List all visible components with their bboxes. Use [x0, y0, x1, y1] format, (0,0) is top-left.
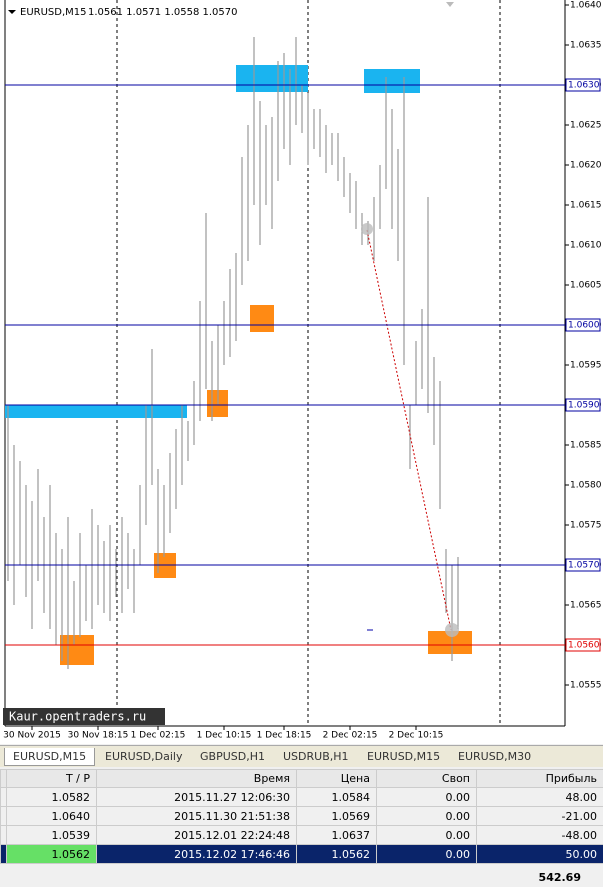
- x-tick-label: 1 Dec 02:15: [131, 731, 186, 741]
- cell: 2015.12.02 17:46:46: [96, 844, 297, 864]
- level-label-box: [565, 78, 601, 92]
- cell: 2015.12.01 22:24:48: [96, 825, 297, 845]
- level-label: 1.0630: [568, 81, 600, 91]
- x-tick-label: 30 Nov 18:15: [68, 731, 129, 741]
- trade-table: Т / РВремяЦенаСвопПрибыль21.05822015.11.…: [0, 769, 603, 864]
- supply-zone: [236, 65, 308, 92]
- x-tick-label: 1 Dec 18:15: [257, 731, 312, 741]
- level-label-box: [565, 558, 601, 572]
- y-tick-label: 1.0620: [570, 161, 602, 171]
- cell: 0.00: [376, 844, 477, 864]
- y-tick-label: 1.0625: [570, 121, 602, 131]
- x-tick-label: 1 Dec 10:15: [197, 731, 252, 741]
- total-bar: 542.69: [0, 868, 603, 887]
- trade-line: [366, 229, 452, 631]
- header-cell[interactable]: Время: [96, 769, 297, 788]
- level-label: 1.0560: [568, 641, 600, 651]
- chart-tab[interactable]: GBPUSD,H1: [200, 750, 265, 763]
- symbol-title: EURUSD,M15: [20, 7, 86, 18]
- watermark: Kaur.opentraders.ru: [9, 710, 146, 724]
- header-cell[interactable]: Своп: [376, 769, 477, 788]
- cell: 1.0539: [6, 825, 97, 845]
- y-tick-label: 1.0610: [570, 241, 602, 251]
- level-label: 1.0570: [568, 561, 600, 571]
- chart-tab[interactable]: EURUSD,M15: [367, 750, 441, 763]
- header-cell[interactable]: Прибыль: [476, 769, 603, 788]
- y-tick-label: 1.0555: [570, 681, 602, 691]
- y-tick-label: 1.0585: [570, 441, 602, 451]
- cell: 1.0569: [296, 806, 377, 826]
- cell: 0.00: [376, 787, 477, 807]
- y-tick-label: 1.0635: [570, 41, 602, 51]
- level-label-box: [565, 398, 601, 412]
- chart-tab[interactable]: EURUSD,M30: [458, 750, 532, 763]
- cell: 50.00: [476, 844, 603, 864]
- cell: 1.0637: [296, 825, 377, 845]
- chart-tabs: EURUSD,M15 EURUSD,Daily GBPUSD,H1 USDRUB,H1…: [0, 745, 603, 767]
- demand-zone: [60, 635, 94, 665]
- cell: 1.0640: [6, 806, 97, 826]
- x-tick-label: 30 Nov 2015: [3, 731, 61, 741]
- y-tick-label: 1.0595: [570, 361, 602, 371]
- header-cell[interactable]: Т / Р: [6, 769, 97, 788]
- y-tick-label: 1.0580: [570, 481, 602, 491]
- watermark-bg: [3, 708, 165, 725]
- supply-zone: [364, 69, 420, 93]
- supply-zone: [5, 405, 187, 418]
- cell: -48.00: [476, 825, 603, 845]
- cell: 0.00: [376, 825, 477, 845]
- cell: -21.00: [476, 806, 603, 826]
- y-tick-label: 1.0605: [570, 281, 602, 291]
- demand-zone: [428, 631, 472, 654]
- ohlc-text: 1.0561 1.0571 1.0558 1.0570: [88, 7, 238, 18]
- x-tick-label: 2 Dec 02:15: [323, 731, 378, 741]
- cell: 1.0582: [6, 787, 97, 807]
- y-tick-label: 1.0575: [570, 521, 602, 531]
- cell: 48.00: [476, 787, 603, 807]
- cell: 2015.11.30 21:51:38: [96, 806, 297, 826]
- chart: EURUSD,M15 1.0561 1.0571 1.0558 1.0570 K…: [0, 0, 603, 744]
- x-tick-label: 2 Dec 10:15: [389, 731, 444, 741]
- y-tick-label: 1.0615: [570, 201, 602, 211]
- trade-open-marker[interactable]: [361, 223, 373, 235]
- chart-tab[interactable]: EURUSD,M15: [4, 748, 96, 766]
- level-label-box: [565, 318, 601, 332]
- cell: 1.0562: [296, 844, 377, 864]
- chart-tab[interactable]: EURUSD,Daily: [105, 750, 183, 763]
- level-label: 1.0590: [568, 401, 600, 411]
- header-cell[interactable]: Цена: [296, 769, 377, 788]
- cell: 1.0584: [296, 787, 377, 807]
- menu-arrow: [8, 10, 16, 14]
- cell: 1.0562: [6, 844, 97, 864]
- level-label-box: [565, 638, 601, 652]
- demand-zone: [250, 305, 274, 332]
- total: 542.69: [538, 871, 581, 884]
- table-header: Т / Р Время Цена Своп Прибыль: [0, 769, 603, 788]
- cell: 0.00: [376, 806, 477, 826]
- level-label: 1.0600: [568, 321, 600, 331]
- y-tick-label: 1.0565: [570, 601, 602, 611]
- y-tick-label: 1.0640: [570, 1, 602, 11]
- shift-marker: [446, 2, 454, 7]
- trade-close-marker[interactable]: [445, 623, 459, 637]
- cell: 2015.11.27 12:06:30: [96, 787, 297, 807]
- chart-tab[interactable]: USDRUB,H1: [283, 750, 349, 763]
